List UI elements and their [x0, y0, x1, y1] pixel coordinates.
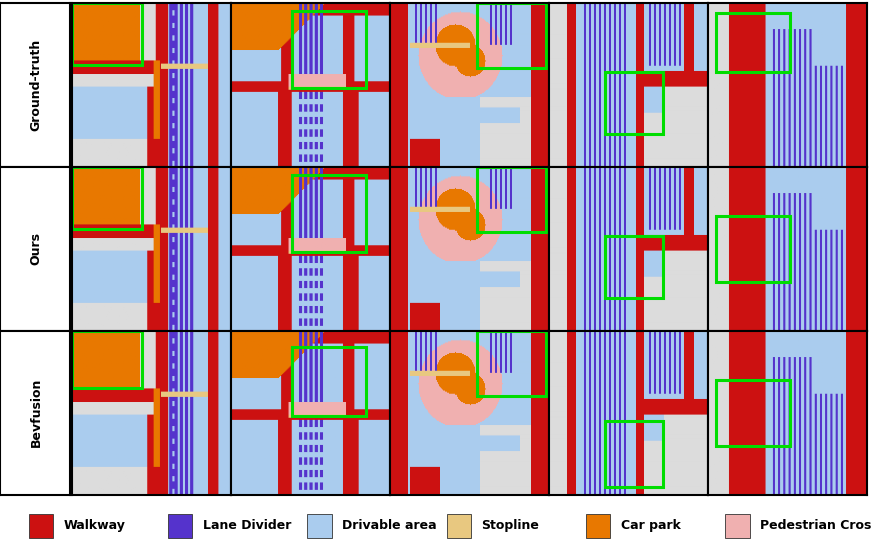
Bar — [307, 514, 332, 538]
Bar — [716, 13, 790, 72]
Bar — [72, 331, 142, 388]
Text: Walkway: Walkway — [64, 519, 125, 532]
Bar — [716, 380, 790, 446]
Bar — [604, 236, 664, 298]
Bar — [726, 514, 750, 538]
Bar — [477, 331, 546, 396]
Text: Lane Divider: Lane Divider — [203, 519, 291, 532]
Bar — [604, 421, 664, 486]
Bar — [716, 216, 790, 282]
Bar — [604, 72, 664, 134]
Bar — [168, 514, 192, 538]
Bar — [29, 514, 53, 538]
Text: Car park: Car park — [621, 519, 681, 532]
Bar — [477, 3, 546, 68]
Bar — [586, 514, 611, 538]
Bar — [292, 347, 366, 416]
Bar — [447, 514, 471, 538]
Bar — [292, 11, 366, 88]
Text: Pedestrian Crossing: Pedestrian Crossing — [760, 519, 871, 532]
Text: Stopline: Stopline — [482, 519, 539, 532]
Bar — [72, 3, 142, 65]
Bar — [292, 175, 366, 252]
Bar — [72, 167, 142, 229]
Text: Ours: Ours — [30, 232, 43, 266]
Text: Bevfusion: Bevfusion — [30, 378, 43, 447]
Text: Ground-truth: Ground-truth — [30, 39, 43, 131]
Text: Drivable area: Drivable area — [342, 519, 436, 532]
Bar — [477, 167, 546, 233]
